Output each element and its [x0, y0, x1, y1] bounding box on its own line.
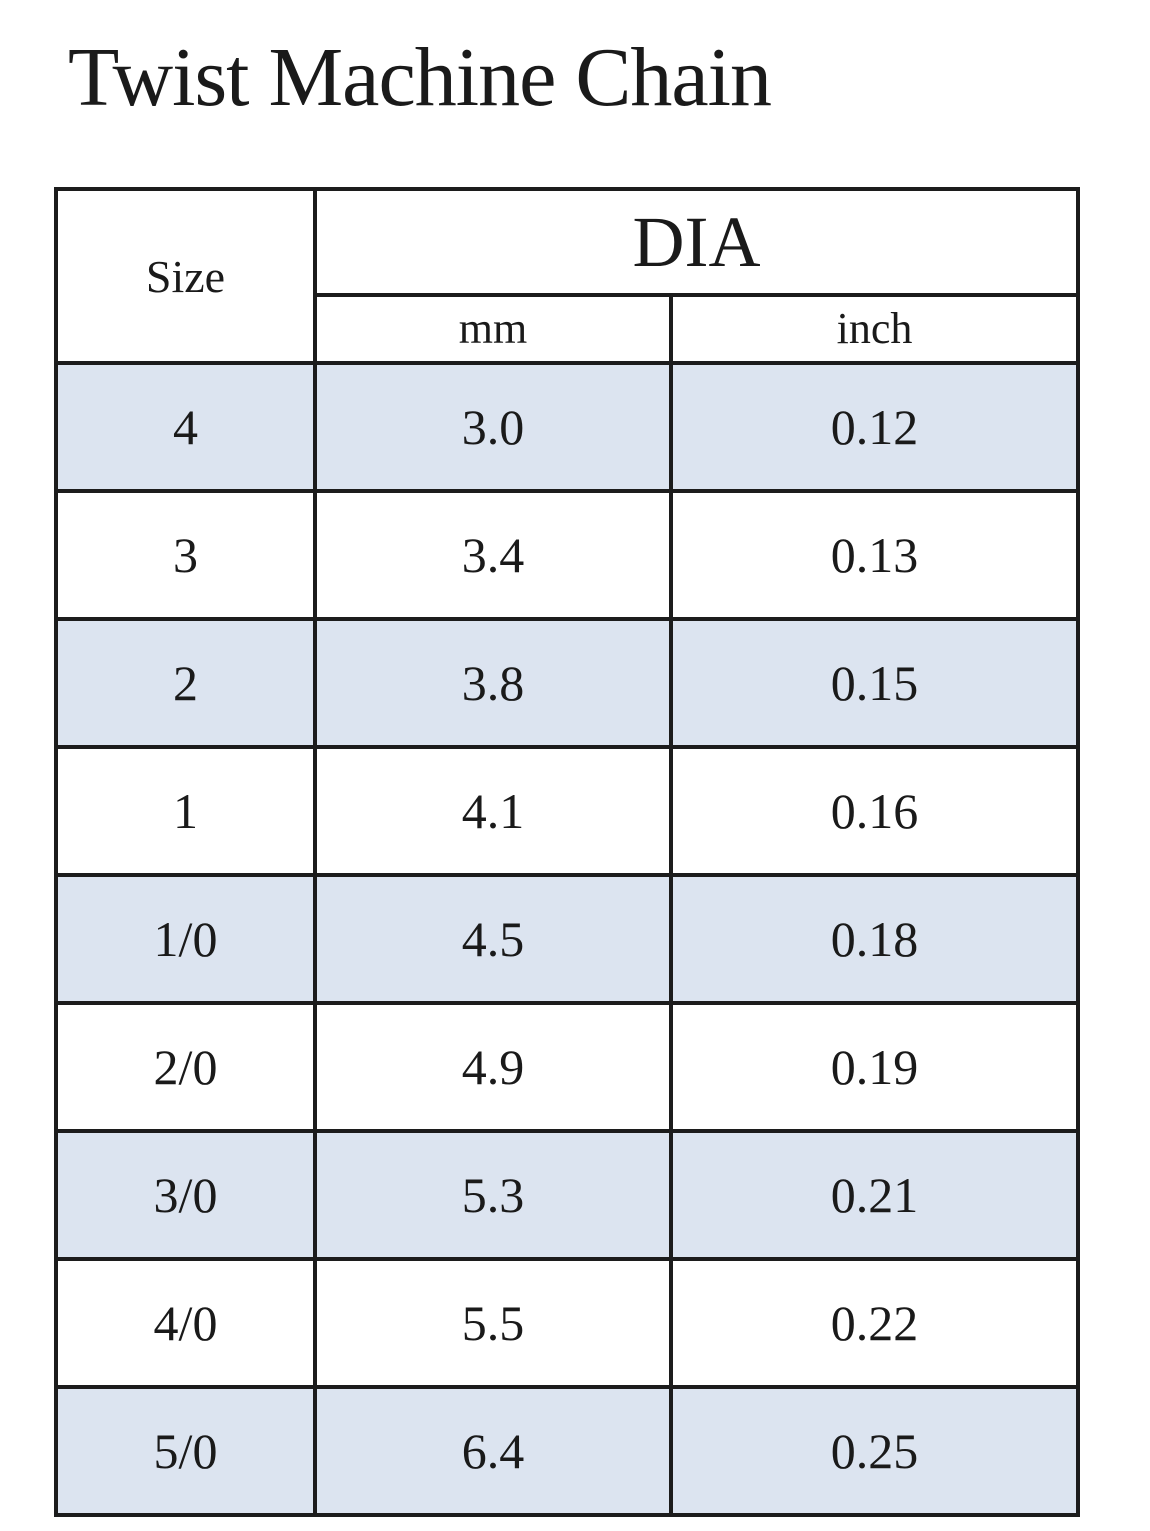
- header-inch: inch: [669, 293, 1080, 365]
- table-row: 1/0 4.5 0.18: [54, 873, 1080, 1005]
- page-title: Twist Machine Chain: [68, 31, 772, 124]
- table-header: Size DIA mm inch: [54, 187, 1080, 365]
- header-size: Size: [54, 187, 317, 365]
- cell-size: 2: [54, 617, 317, 749]
- cell-size: 4: [54, 361, 317, 493]
- table-row: 1 4.1 0.16: [54, 745, 1080, 877]
- cell-size: 2/0: [54, 1001, 317, 1133]
- cell-mm: 3.0: [313, 361, 673, 493]
- cell-size: 3/0: [54, 1129, 317, 1261]
- table-row: 4 3.0 0.12: [54, 361, 1080, 493]
- cell-size: 1/0: [54, 873, 317, 1005]
- cell-mm: 4.1: [313, 745, 673, 877]
- header-mm: mm: [313, 293, 673, 365]
- table-row: 2 3.8 0.15: [54, 617, 1080, 749]
- cell-size: 1: [54, 745, 317, 877]
- cell-inch: 0.18: [669, 873, 1080, 1005]
- cell-inch: 0.25: [669, 1385, 1080, 1517]
- table-row: 5/0 6.4 0.25: [54, 1385, 1080, 1517]
- cell-inch: 0.12: [669, 361, 1080, 493]
- header-dia: DIA: [313, 187, 1080, 297]
- table-row: 3/0 5.3 0.21: [54, 1129, 1080, 1261]
- spec-table: Size DIA mm inch 4 3.0 0.12 3 3.4 0.13 2…: [54, 187, 1080, 1517]
- cell-size: 3: [54, 489, 317, 621]
- cell-inch: 0.16: [669, 745, 1080, 877]
- table-row: 4/0 5.5 0.22: [54, 1257, 1080, 1389]
- cell-mm: 4.5: [313, 873, 673, 1005]
- cell-mm: 6.4: [313, 1385, 673, 1517]
- table-body: 4 3.0 0.12 3 3.4 0.13 2 3.8 0.15 1 4.1 0…: [54, 361, 1080, 1517]
- cell-size: 5/0: [54, 1385, 317, 1517]
- cell-inch: 0.21: [669, 1129, 1080, 1261]
- cell-mm: 5.5: [313, 1257, 673, 1389]
- cell-mm: 3.8: [313, 617, 673, 749]
- cell-inch: 0.19: [669, 1001, 1080, 1133]
- cell-inch: 0.15: [669, 617, 1080, 749]
- cell-size: 4/0: [54, 1257, 317, 1389]
- cell-inch: 0.13: [669, 489, 1080, 621]
- cell-mm: 5.3: [313, 1129, 673, 1261]
- table-row: 3 3.4 0.13: [54, 489, 1080, 621]
- cell-mm: 4.9: [313, 1001, 673, 1133]
- cell-inch: 0.22: [669, 1257, 1080, 1389]
- cell-mm: 3.4: [313, 489, 673, 621]
- table-row: 2/0 4.9 0.19: [54, 1001, 1080, 1133]
